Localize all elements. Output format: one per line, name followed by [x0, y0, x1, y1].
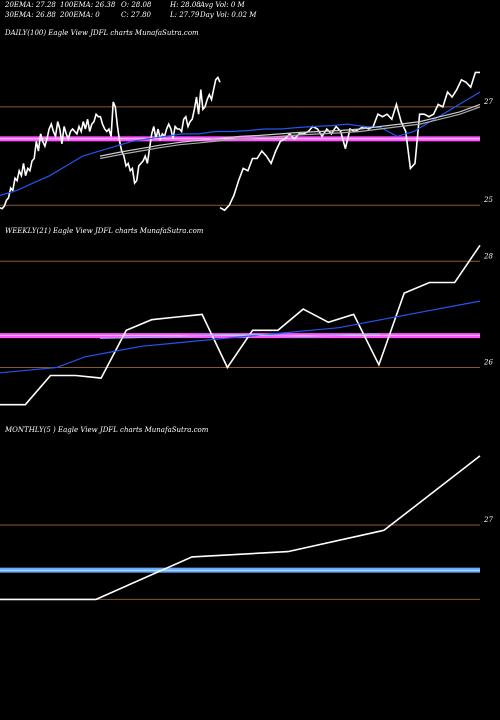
daily-chart-title: DAILY(100) Eagle View JDFL charts Munafa…: [5, 29, 199, 37]
ema20-label: 20EMA: 27.28: [5, 1, 56, 9]
ema30-label: 30EMA: 26.88: [5, 11, 56, 19]
weekly-series-1: [0, 300, 481, 374]
daily-series-0: [0, 75, 221, 210]
weekly-tick-label: 28: [483, 252, 493, 260]
weekly-series-0: [0, 244, 481, 406]
close-label: C: 27.80: [121, 11, 151, 19]
ema200-label: 200EMA: 0: [60, 11, 100, 19]
weekly-chart-title: WEEKLY(21) Eagle View JDFL charts Munafa…: [5, 227, 204, 235]
weekly-tick-label: 26: [483, 359, 493, 367]
daily-tick-label: 25: [483, 196, 493, 204]
avg-vol-label: Avg Vol: 0 M: [200, 1, 245, 9]
weekly-series-2: [99, 333, 381, 339]
day-vol-label: Day Vol: 0.02 M: [200, 11, 257, 19]
monthly-series-0: [0, 455, 481, 601]
high-label: H: 28.08: [170, 1, 201, 9]
daily-series-1: [219, 71, 480, 212]
ema100-label: 100EMA: 26.38: [60, 1, 116, 9]
daily-series-3: [99, 103, 481, 157]
daily-series-4: [99, 106, 481, 160]
daily-tick-label: 27: [483, 98, 493, 106]
open-label: O: 28.08: [121, 1, 152, 9]
monthly-tick-label: 27: [483, 516, 493, 524]
daily-series-2: [0, 91, 481, 196]
monthly-chart-title: MONTHLY(5 ) Eagle View JDFL charts Munaf…: [5, 426, 209, 434]
low-label: L: 27.79: [170, 11, 200, 19]
